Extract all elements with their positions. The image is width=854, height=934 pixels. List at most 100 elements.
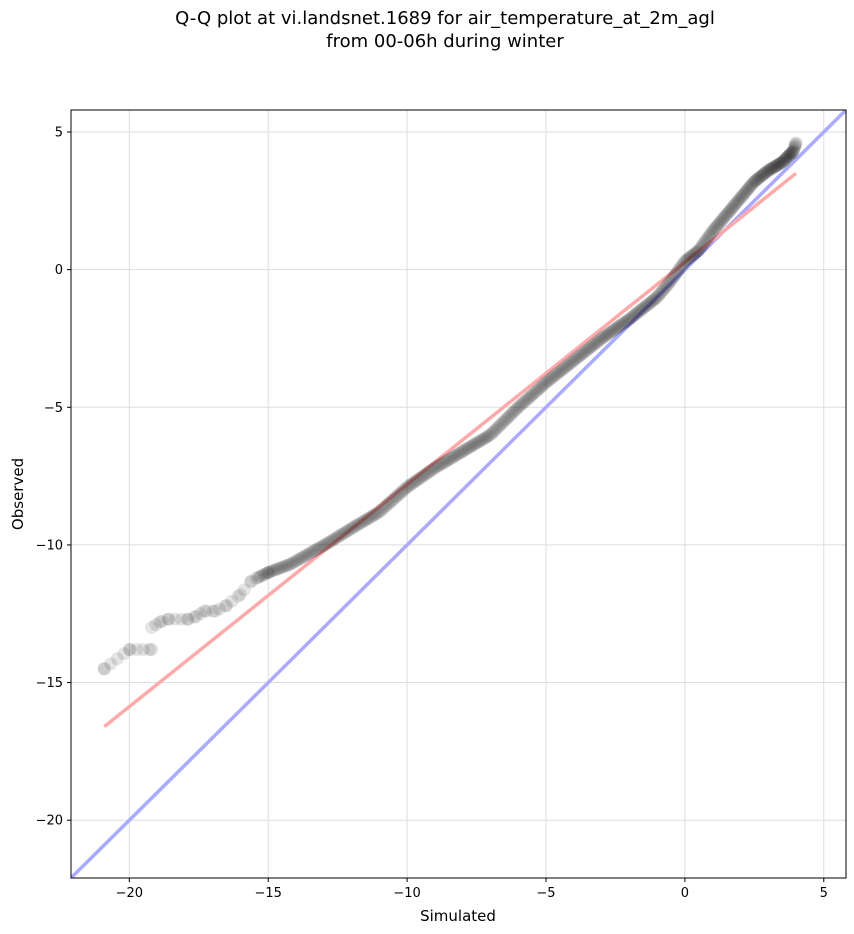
data-point <box>636 302 650 316</box>
data-point <box>287 555 301 569</box>
data-point <box>563 357 577 371</box>
data-point <box>714 214 728 228</box>
data-point <box>633 304 647 318</box>
data-point <box>480 430 494 444</box>
data-point <box>282 558 296 572</box>
data-point <box>371 506 384 520</box>
data-point <box>485 426 499 440</box>
data-point <box>439 454 453 468</box>
data-point <box>730 195 744 209</box>
data-point <box>739 185 753 199</box>
data-point <box>784 147 798 161</box>
data-point <box>587 338 601 352</box>
chart-subtitle: from 00-06h during winter <box>326 31 564 52</box>
data-point <box>441 453 455 467</box>
data-point <box>725 201 739 215</box>
data-point <box>386 493 400 507</box>
data-point <box>408 475 422 489</box>
data-point <box>462 440 476 454</box>
data-point <box>545 371 559 385</box>
data-point <box>496 415 510 429</box>
data-point <box>369 507 383 521</box>
data-point <box>280 559 294 572</box>
data-point <box>219 599 233 613</box>
data-point <box>542 374 555 387</box>
data-point <box>515 397 529 411</box>
data-point <box>174 612 188 626</box>
data-point <box>523 390 537 404</box>
data-point <box>425 463 438 477</box>
data-point <box>548 369 562 383</box>
data-point <box>625 311 638 324</box>
data-point <box>233 588 247 601</box>
data-point <box>269 563 283 576</box>
data-point <box>472 435 486 449</box>
data-point <box>779 152 792 166</box>
data-point <box>705 226 719 240</box>
data-point <box>406 476 420 490</box>
data-point <box>189 610 203 623</box>
data-point <box>640 298 654 312</box>
data-point <box>206 604 220 618</box>
data-point <box>775 155 789 169</box>
data-point <box>149 618 163 632</box>
y-tick-label: −5 <box>44 401 63 416</box>
data-point <box>360 512 374 526</box>
data-point <box>276 560 290 574</box>
data-point <box>244 575 257 589</box>
data-point <box>540 375 554 389</box>
data-point <box>343 522 357 536</box>
data-point <box>764 162 778 176</box>
data-point <box>197 604 211 618</box>
data-point <box>762 163 776 177</box>
data-point <box>732 193 746 207</box>
data-point <box>341 524 355 537</box>
data-point <box>613 319 627 333</box>
data-point <box>310 542 324 556</box>
data-point <box>454 445 468 459</box>
data-point <box>684 249 698 263</box>
data-point <box>765 161 779 175</box>
data-point <box>729 197 743 211</box>
data-point <box>683 250 697 264</box>
data-point <box>308 543 322 557</box>
data-point <box>123 643 137 656</box>
x-tick-label: 5 <box>820 886 828 901</box>
data-point <box>401 480 415 493</box>
data-point <box>736 189 749 203</box>
data-point <box>145 643 159 656</box>
data-point <box>637 301 651 314</box>
data-point <box>679 253 693 267</box>
data-point <box>712 217 726 231</box>
data-point <box>786 145 800 159</box>
data-point <box>769 159 783 173</box>
data-point <box>430 460 443 474</box>
data-point <box>612 320 626 334</box>
data-point <box>436 456 450 470</box>
data-point <box>477 432 491 446</box>
data-point <box>787 142 801 155</box>
data-point <box>220 599 234 612</box>
data-point <box>97 662 111 676</box>
data-point <box>393 487 407 501</box>
data-point <box>686 248 700 262</box>
data-point <box>750 173 764 187</box>
data-point <box>488 423 502 437</box>
x-tick-label: 0 <box>681 886 689 901</box>
data-point <box>456 444 470 458</box>
data-point <box>597 330 611 344</box>
data-point <box>251 570 265 584</box>
data-point <box>418 468 432 482</box>
data-point <box>555 363 569 377</box>
data-point <box>761 164 775 178</box>
data-point <box>529 384 543 398</box>
data-point <box>585 339 599 353</box>
data-point <box>760 164 774 178</box>
data-point <box>582 341 596 355</box>
data-point <box>469 437 483 450</box>
data-point <box>728 198 741 212</box>
data-point <box>724 202 738 216</box>
data-point <box>181 612 195 626</box>
data-point <box>708 221 722 235</box>
x-tick-label: −20 <box>116 886 143 901</box>
